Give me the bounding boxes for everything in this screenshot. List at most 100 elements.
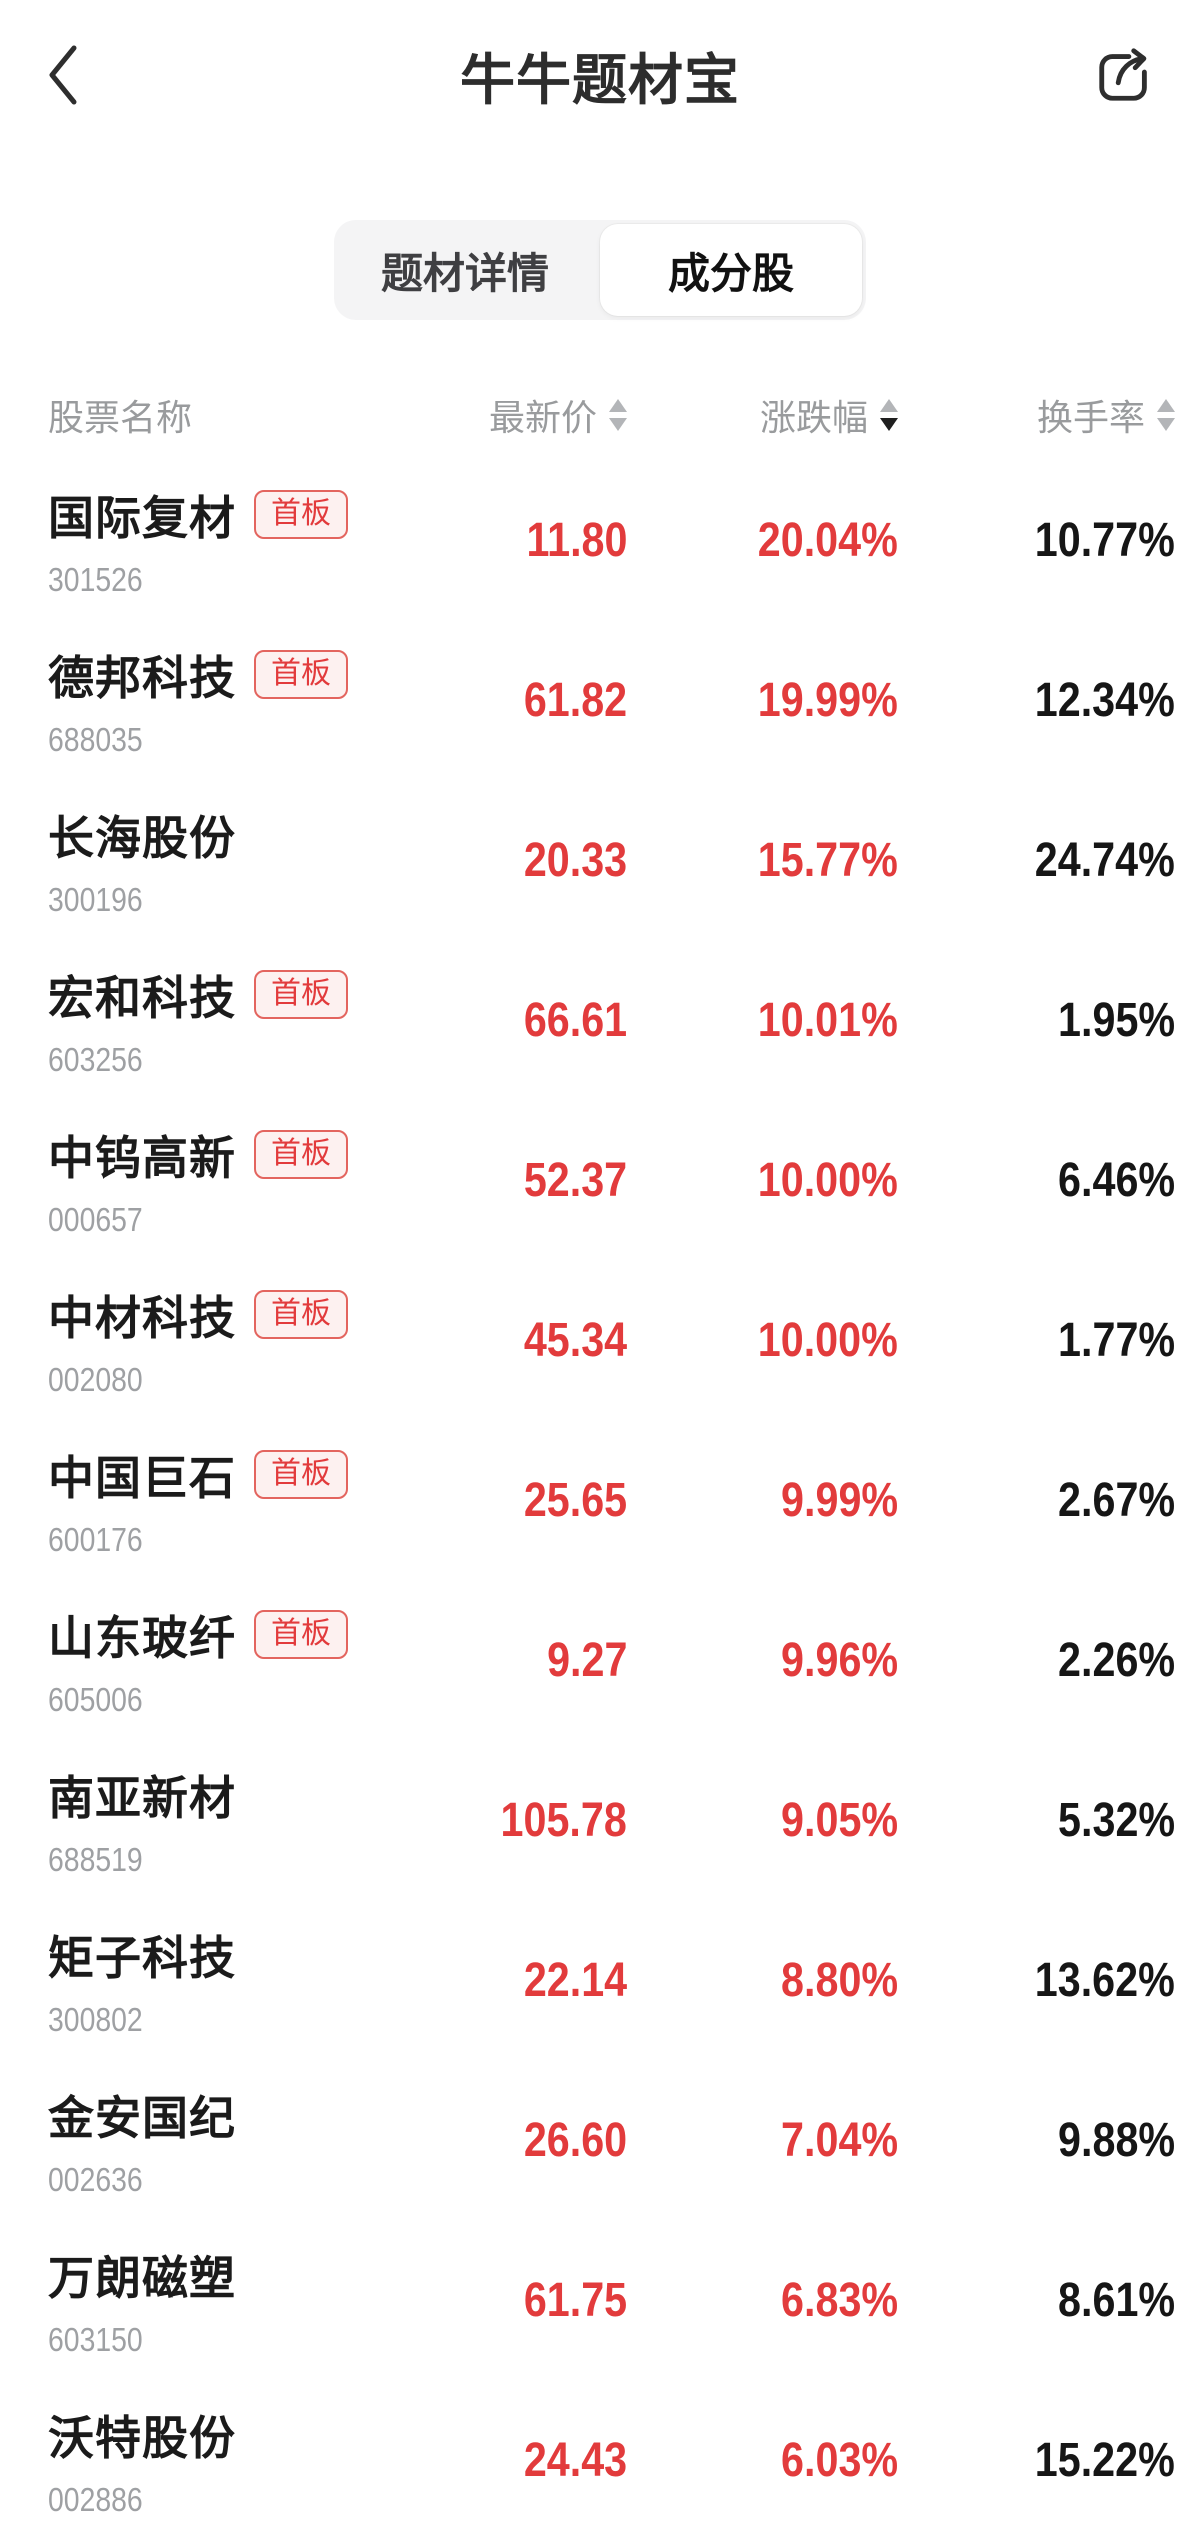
table-row[interactable]: 国际复材 首板 301526 11.80 20.04% 10.77%: [0, 460, 1200, 620]
turnover-rate: 8.61%: [1057, 2273, 1175, 2327]
stock-name: 宏和科技: [48, 971, 236, 1024]
stock-name: 山东玻纤: [48, 1611, 236, 1664]
tab-theme-detail[interactable]: 题材详情: [380, 249, 549, 297]
table-row[interactable]: 万朗磁塑 603150 61.75 6.83% 8.61%: [0, 2220, 1200, 2380]
col-header-label: 最新价: [488, 397, 597, 438]
change-percent: 10.00%: [757, 1313, 898, 1367]
stock-code: 600176: [48, 1520, 143, 1558]
stock-name-cell: 德邦科技 首板 688035: [48, 642, 412, 759]
table-header: 股票名称 最新价 涨跌幅 换手率: [0, 370, 1200, 460]
table-row[interactable]: 山东玻纤 首板 605006 9.27 9.96% 2.26%: [0, 1580, 1200, 1740]
table-row[interactable]: 金安国纪 002636 26.60 7.04% 9.88%: [0, 2060, 1200, 2220]
latest-price: 9.27: [546, 1633, 627, 1687]
stock-code: 002886: [48, 2480, 143, 2518]
table-row[interactable]: 长海股份 300196 20.33 15.77% 24.74%: [0, 780, 1200, 940]
tab-bar-container: 题材详情 成分股: [0, 220, 1200, 320]
turnover-rate: 5.32%: [1057, 1793, 1175, 1847]
stock-code: 688519: [48, 1840, 143, 1878]
stock-code: 603150: [48, 2320, 143, 2358]
stock-code: 300196: [48, 880, 143, 918]
stock-name-cell: 矩子科技 300802: [48, 1922, 412, 2039]
col-header-label: 换手率: [1036, 397, 1145, 438]
latest-price: 24.43: [523, 2433, 627, 2487]
stock-name: 沃特股份: [48, 2411, 236, 2464]
stock-list: 国际复材 首板 301526 11.80 20.04% 10.77% 德邦科技 …: [0, 460, 1200, 2524]
turnover-rate: 10.77%: [1034, 513, 1175, 567]
first-board-badge: 首板: [254, 970, 348, 1019]
stock-name: 矩子科技: [48, 1931, 236, 1984]
first-board-badge: 首板: [254, 1450, 348, 1499]
latest-price: 61.75: [523, 2273, 627, 2327]
turnover-rate: 9.88%: [1057, 2113, 1175, 2167]
stock-code: 603256: [48, 1040, 143, 1078]
sort-arrows-icon: [1157, 399, 1175, 431]
turnover-rate: 15.22%: [1034, 2433, 1175, 2487]
table-row[interactable]: 沃特股份 002886 24.43 6.03% 15.22%: [0, 2380, 1200, 2524]
table-row[interactable]: 中钨高新 首板 000657 52.37 10.00% 6.46%: [0, 1100, 1200, 1260]
change-percent: 9.05%: [780, 1793, 898, 1847]
back-button[interactable]: [44, 43, 80, 107]
turnover-rate: 6.46%: [1057, 1153, 1175, 1207]
first-board-badge: 首板: [254, 1130, 348, 1179]
stock-code: 002080: [48, 1360, 143, 1398]
chevron-left-icon: [44, 43, 80, 107]
sort-arrows-icon: [609, 399, 627, 431]
stock-code: 688035: [48, 720, 143, 758]
stock-name-cell: 山东玻纤 首板 605006: [48, 1602, 412, 1719]
stock-name: 万朗磁塑: [48, 2251, 236, 2304]
change-percent: 7.04%: [780, 2113, 898, 2167]
latest-price: 52.37: [523, 1153, 627, 1207]
stock-code: 605006: [48, 1680, 143, 1718]
table-row[interactable]: 南亚新材 688519 105.78 9.05% 5.32%: [0, 1740, 1200, 1900]
latest-price: 26.60: [523, 2113, 627, 2167]
change-percent: 6.83%: [780, 2273, 898, 2327]
first-board-badge: 首板: [254, 490, 348, 539]
stock-name-cell: 南亚新材 688519: [48, 1762, 412, 1879]
latest-price: 61.82: [523, 673, 627, 727]
stock-name: 南亚新材: [48, 1771, 236, 1824]
stock-name-cell: 中国巨石 首板 600176: [48, 1442, 412, 1559]
turnover-rate: 13.62%: [1034, 1953, 1175, 2007]
col-header-turnover-rate[interactable]: 换手率: [898, 389, 1175, 441]
stock-code: 002636: [48, 2160, 143, 2198]
stock-name: 中钨高新: [48, 1131, 236, 1184]
change-percent: 6.03%: [780, 2433, 898, 2487]
stock-name-cell: 万朗磁塑 603150: [48, 2242, 412, 2359]
turnover-rate: 1.95%: [1057, 993, 1175, 1047]
turnover-rate: 1.77%: [1057, 1313, 1175, 1367]
stock-name-cell: 国际复材 首板 301526: [48, 482, 412, 599]
share-arrow-icon: [1094, 44, 1156, 106]
stock-name: 国际复材: [48, 491, 236, 544]
tab-bar: 题材详情 成分股: [334, 220, 866, 320]
table-row[interactable]: 中材科技 首板 002080 45.34 10.00% 1.77%: [0, 1260, 1200, 1420]
table-row[interactable]: 宏和科技 首板 603256 66.61 10.01% 1.95%: [0, 940, 1200, 1100]
col-header-label: 涨跌幅: [759, 397, 868, 438]
latest-price: 45.34: [523, 1313, 627, 1367]
table-row[interactable]: 德邦科技 首板 688035 61.82 19.99% 12.34%: [0, 620, 1200, 780]
change-percent: 9.99%: [780, 1473, 898, 1527]
navbar: 牛牛题材宝: [0, 0, 1200, 150]
change-percent: 20.04%: [757, 513, 898, 567]
tab-constituents[interactable]: 成分股: [600, 224, 862, 316]
change-percent: 10.01%: [757, 993, 898, 1047]
latest-price: 25.65: [523, 1473, 627, 1527]
sort-arrows-icon: [880, 399, 898, 431]
latest-price: 22.14: [523, 1953, 627, 2007]
stock-name: 中国巨石: [48, 1451, 236, 1504]
change-percent: 8.80%: [780, 1953, 898, 2007]
change-percent: 19.99%: [757, 673, 898, 727]
stock-name-cell: 沃特股份 002886: [48, 2402, 412, 2519]
share-button[interactable]: [1094, 44, 1156, 106]
stock-name: 金安国纪: [48, 2091, 236, 2144]
change-percent: 10.00%: [757, 1153, 898, 1207]
first-board-badge: 首板: [254, 1290, 348, 1339]
col-header-stock-name: 股票名称: [48, 397, 193, 438]
stock-name: 德邦科技: [48, 651, 236, 704]
col-header-latest-price[interactable]: 最新价: [412, 389, 627, 441]
col-header-change-percent[interactable]: 涨跌幅: [627, 389, 898, 441]
stock-name-cell: 中钨高新 首板 000657: [48, 1122, 412, 1239]
table-row[interactable]: 中国巨石 首板 600176 25.65 9.99% 2.67%: [0, 1420, 1200, 1580]
latest-price: 11.80: [525, 513, 627, 567]
table-row[interactable]: 矩子科技 300802 22.14 8.80% 13.62%: [0, 1900, 1200, 2060]
turnover-rate: 24.74%: [1034, 833, 1175, 887]
